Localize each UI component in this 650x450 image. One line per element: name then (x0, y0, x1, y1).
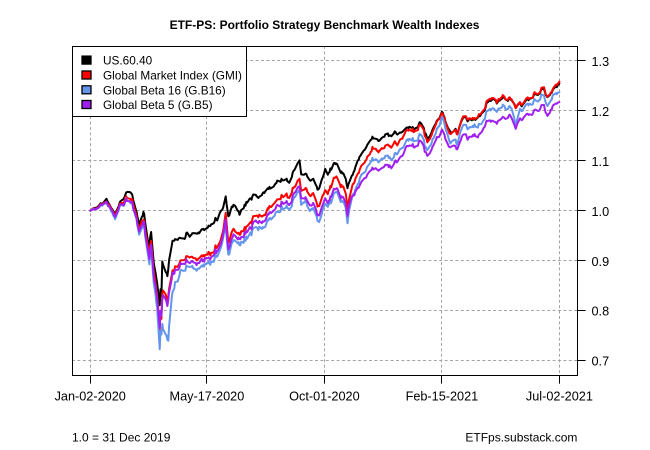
svg-text:0.7: 0.7 (592, 355, 610, 369)
svg-text:1.2: 1.2 (592, 105, 610, 119)
svg-text:Jan-02-2020: Jan-02-2020 (55, 390, 126, 404)
svg-text:Feb-15-2021: Feb-15-2021 (406, 390, 479, 404)
svg-text:Jul-02-2021: Jul-02-2021 (526, 390, 593, 404)
svg-text:1.3: 1.3 (592, 55, 610, 69)
svg-text:May-17-2020: May-17-2020 (170, 390, 245, 404)
svg-text:Global Market Index (GMI): Global Market Index (GMI) (103, 69, 242, 83)
svg-text:US.60.40: US.60.40 (103, 54, 153, 68)
svg-text:1.1: 1.1 (592, 155, 610, 169)
svg-text:ETF-PS: Portfolio Strategy Ben: ETF-PS: Portfolio Strategy Benchmark Wea… (170, 18, 480, 32)
svg-text:Global Beta 16 (G.B16): Global Beta 16 (G.B16) (103, 83, 226, 97)
svg-text:0.8: 0.8 (592, 305, 610, 319)
svg-text:Oct-01-2020: Oct-01-2020 (289, 390, 360, 404)
svg-text:ETFps.substack.com: ETFps.substack.com (465, 431, 577, 445)
svg-text:Global Beta 5 (G.B5): Global Beta 5 (G.B5) (103, 98, 213, 112)
svg-text:1.0 = 31 Dec 2019: 1.0 = 31 Dec 2019 (72, 431, 171, 445)
svg-text:1.0: 1.0 (592, 205, 610, 219)
svg-text:0.9: 0.9 (592, 255, 610, 269)
